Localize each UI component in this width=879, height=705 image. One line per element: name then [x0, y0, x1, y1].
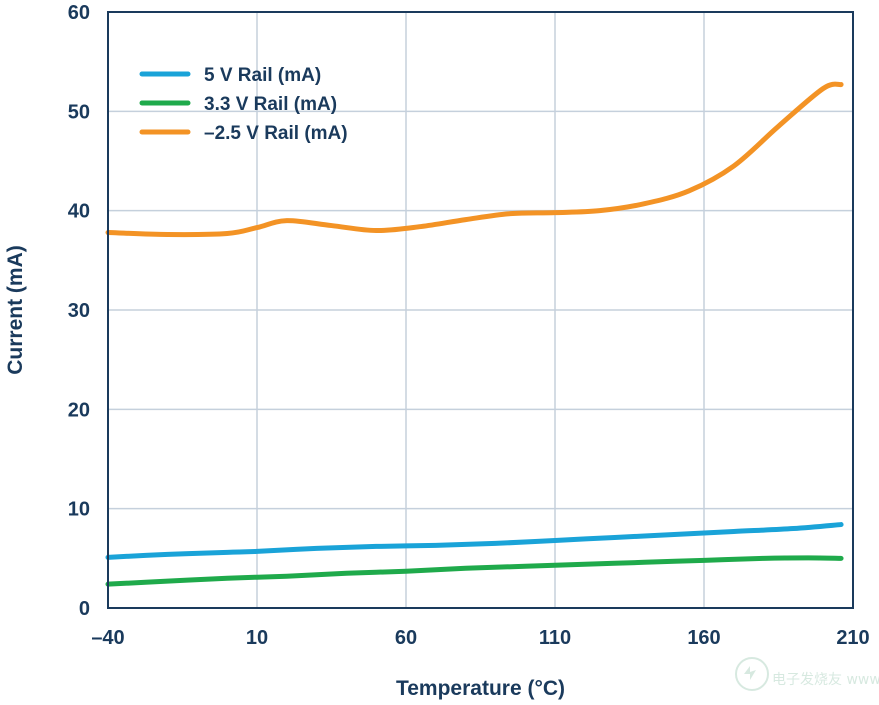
x-tick-label: 160: [687, 627, 720, 649]
x-axis-title: Temperature (°C): [396, 677, 565, 700]
x-tick-label: 60: [395, 627, 417, 649]
x-tick-labels: –40 10 60 110 160 210: [91, 627, 869, 649]
x-tick-label: 210: [836, 627, 869, 649]
series-line-2: [105, 81, 844, 238]
y-axis-title: Current (mA): [4, 245, 27, 375]
legend-label: –2.5 V Rail (mA): [204, 123, 348, 144]
series-lines: [105, 81, 844, 587]
y-tick-label: 0: [79, 598, 90, 620]
x-tick-label: 10: [246, 627, 268, 649]
y-tick-label: 30: [68, 300, 90, 322]
y-tick-label: 60: [68, 2, 90, 24]
watermark-text: 电子发烧友 www.elecfans.com: [772, 672, 879, 688]
legend-label: 3.3 V Rail (mA): [204, 94, 337, 115]
y-tick-labels: 0 10 20 30 40 50 60: [68, 2, 90, 620]
watermark-logo: 电子发烧友 www.elecfans.com: [735, 657, 879, 691]
y-tick-label: 50: [68, 101, 90, 123]
x-tick-label: 110: [539, 627, 571, 649]
x-tick-label: –40: [91, 627, 124, 649]
legend: 5 V Rail (mA) 3.3 V Rail (mA) –2.5 V Rail …: [139, 65, 348, 144]
plot-frame: [107, 11, 854, 609]
y-tick-label: 20: [68, 399, 90, 421]
grid-lines: [108, 12, 853, 608]
series-line-1: [105, 555, 844, 587]
series-line-0: [105, 522, 844, 560]
y-tick-label: 10: [68, 499, 90, 521]
y-tick-label: 40: [68, 201, 90, 223]
legend-label: 5 V Rail (mA): [204, 65, 321, 86]
